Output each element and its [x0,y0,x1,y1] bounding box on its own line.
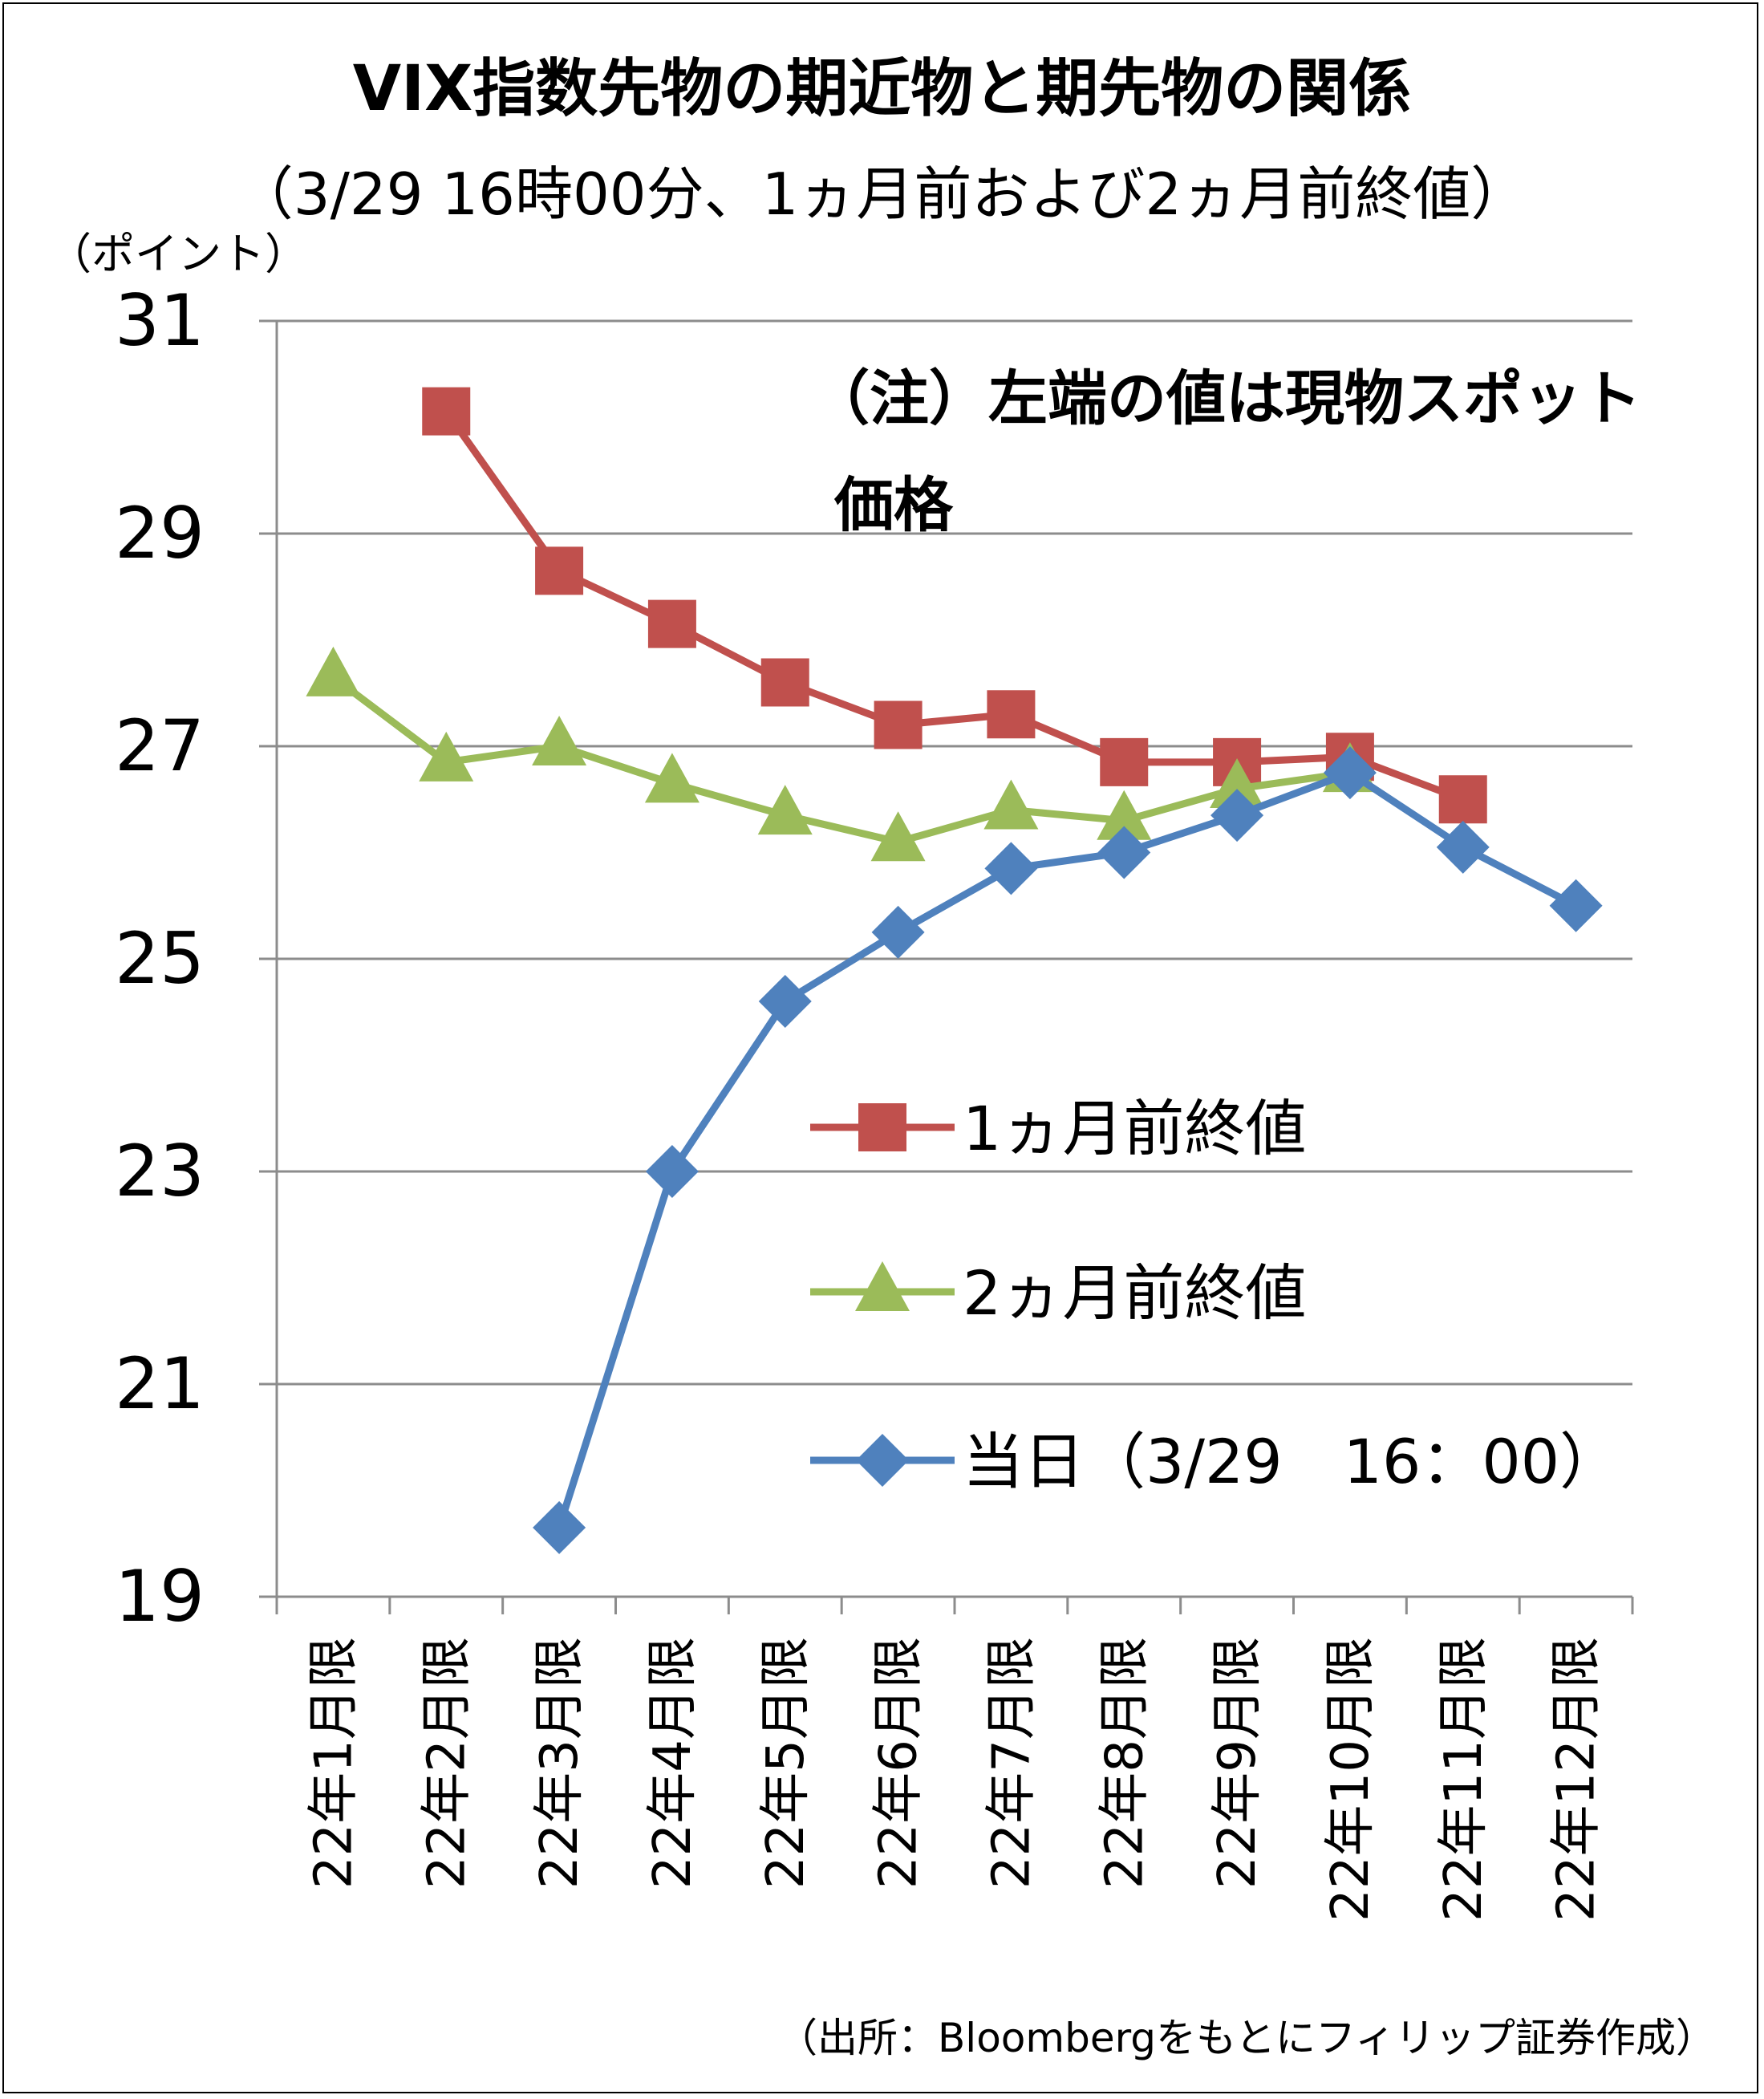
data-point [1438,775,1487,824]
legend-item: 当日（3/29 16：00） [810,1426,1620,1497]
data-point [1097,790,1152,840]
data-point [1210,758,1265,808]
legend-marker [858,1103,906,1151]
data-point [306,646,361,696]
legend-marker [856,1434,909,1487]
data-point [1323,746,1377,800]
legend-item: 1ヵ月前終値 [810,1093,1306,1164]
series-3 [533,746,1603,1554]
x-tick-label: 22年3月限 [530,1637,590,1889]
y-tick-label: 25 [115,917,205,1000]
x-tick-label: 22年1月限 [304,1637,363,1889]
y-tick-label: 27 [115,704,205,787]
x-tick-label: 22年12月限 [1547,1637,1607,1922]
series-line [555,769,1578,1529]
data-point [757,785,813,835]
legend-label: 1ヵ月前終値 [963,1093,1306,1164]
data-point [645,1145,699,1198]
y-tick-label: 21 [115,1342,205,1425]
series-line [443,409,1465,803]
legend-label: 当日（3/29 16：00） [963,1426,1620,1497]
data-point [647,599,696,648]
chart-subtitle: （3/29 16時00分、1ヵ月前および2ヵ月前終値） [235,160,1529,228]
data-point [984,842,1038,895]
data-point [1097,826,1151,879]
x-tick-label: 22年8月限 [1095,1637,1154,1889]
data-point [1210,789,1264,842]
legend-marker [855,1261,910,1311]
data-point [871,905,925,959]
chart-note-line-1: （注）左端の値は現物スポット [810,364,1641,433]
x-tick-label: 22年7月限 [982,1637,1041,1889]
data-point [419,731,474,782]
data-point [535,546,584,595]
data-point [874,700,923,749]
data-point [1549,879,1603,932]
series-line [330,674,1351,846]
data-point [987,690,1036,739]
x-tick-label: 22年6月限 [870,1637,929,1889]
data-point [532,716,587,765]
source-note: （出所：Bloombergをもとにフィリップ証券作成） [777,2015,1716,2061]
data-point [533,1500,586,1554]
y-axis-unit: （ポイント） [48,229,308,279]
data-point [870,811,926,862]
data-point [983,779,1039,830]
y-tick-label: 19 [115,1555,205,1638]
x-tick-label: 22年5月限 [756,1637,816,1889]
y-tick-label: 29 [115,492,205,574]
data-point [644,753,700,803]
chart-note-line-2: 価格 [833,471,954,540]
x-tick-label: 22年9月限 [1208,1637,1267,1889]
y-tick-label: 31 [115,279,205,362]
y-tick-label: 23 [115,1130,205,1212]
x-tick-label: 22年4月限 [643,1637,703,1889]
data-point [758,975,812,1028]
legend-label: 2ヵ月前終値 [963,1257,1306,1329]
data-point [1100,737,1149,786]
x-tick-label: 22年10月限 [1321,1637,1381,1922]
legend-item: 2ヵ月前終値 [810,1257,1306,1329]
data-point [760,658,809,707]
chart-title: VIX指数先物の期近物と期先物の関係 [352,53,1412,125]
x-tick-label: 22年2月限 [417,1637,476,1889]
data-point [1436,820,1490,874]
data-point [422,387,471,436]
x-tick-label: 22年11月限 [1434,1637,1494,1922]
